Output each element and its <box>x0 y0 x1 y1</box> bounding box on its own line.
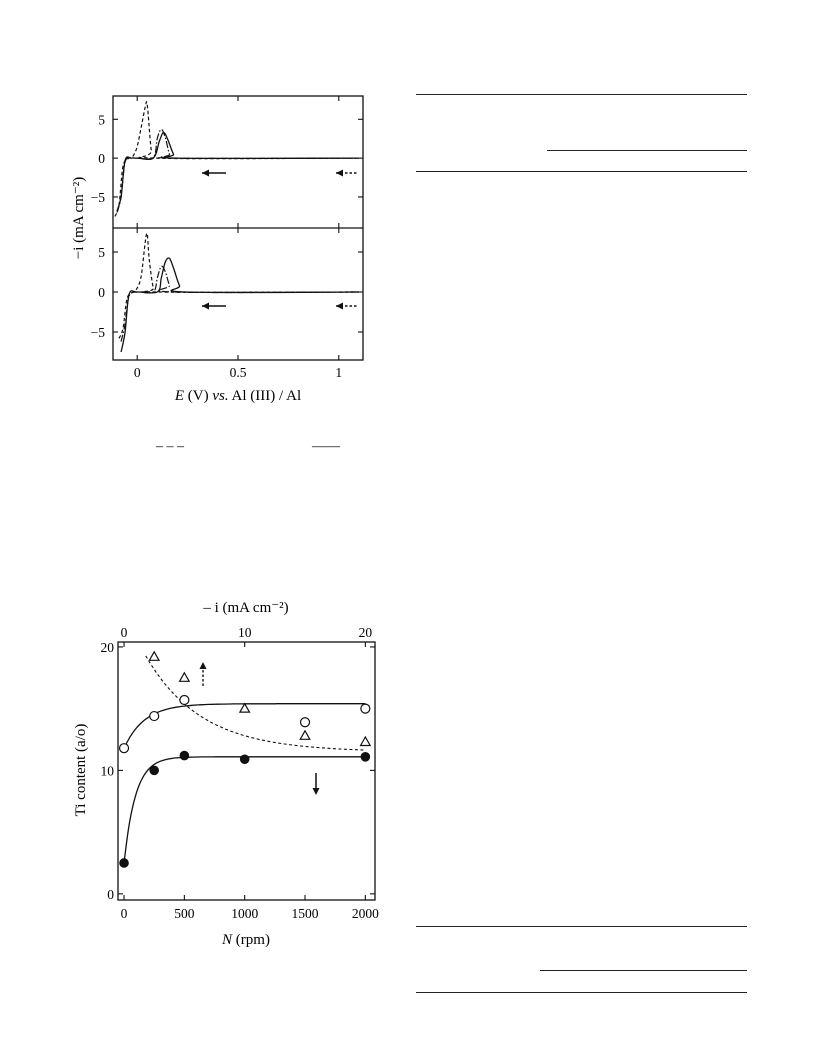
cv-y-tick-label: 5 <box>98 112 105 127</box>
table1-top-rule <box>416 94 747 95</box>
table2-header-bottom-rule <box>416 992 747 993</box>
cv-curve-dashed <box>114 101 360 217</box>
ti-point-open-triangle <box>148 650 161 661</box>
cv-y-tick-label: 0 <box>98 285 105 300</box>
cv-curve-dash-dot <box>116 128 360 213</box>
cv-curve-solid <box>120 257 360 353</box>
ti-top-tick-label: 10 <box>238 625 252 640</box>
cv-lower-panel: 5 0 −5 0 0.5 1 <box>91 228 363 380</box>
ti-point-open-circle <box>149 710 160 722</box>
cv-arrow-dashed-upper <box>336 169 358 177</box>
ti-point-filled-circle <box>119 858 129 868</box>
ti-point-open-circle <box>179 694 190 706</box>
ti-arrow-down-solid <box>312 773 320 795</box>
ti-x-tick-label: 2000 <box>352 906 379 921</box>
cv-x-axis-label: E (V) vs. Al (III) / Al <box>174 388 301 404</box>
ti-point-open-triangle <box>178 671 191 682</box>
cv-arrow-dashed-lower <box>336 302 358 310</box>
table2-header-subrule <box>540 970 747 971</box>
ti-point-filled-circle <box>360 752 371 762</box>
ti-x-tick-label: 500 <box>174 906 195 921</box>
table1-header-subrule <box>547 150 747 151</box>
ti-point-open-triangle <box>359 735 372 747</box>
table1-header-bottom-rule <box>416 171 747 172</box>
ti-fit-triangle-dashed <box>145 655 366 751</box>
ti-frame <box>117 641 376 901</box>
ti-x-axis-label: N (rpm) <box>221 932 270 948</box>
legend-solid-line-symbol: —— <box>311 439 341 454</box>
cv-x-tick-label: 0 <box>134 365 141 380</box>
cv-x-tick-label: 0.5 <box>230 365 247 380</box>
ti-x-tick-label: 0 <box>121 906 128 921</box>
cv-arrow-solid-upper <box>202 169 226 177</box>
ti-top-tick-label: 0 <box>121 625 128 640</box>
cv-y-tick-label: −5 <box>91 325 106 340</box>
ti-point-open-circle <box>360 703 371 714</box>
cv-y-tick-label: 5 <box>98 245 105 260</box>
cv-upper-panel: 5 0 −5 <box>91 96 363 228</box>
ti-top-axis-label: – i (mA cm⁻²) <box>202 600 288 616</box>
ti-x-tick-label: 1500 <box>292 906 319 921</box>
ti-y-axis-label: Ti content (a/o) <box>73 724 89 817</box>
ti-y-tick-label: 20 <box>101 640 115 655</box>
cv-arrow-solid-lower <box>202 302 226 310</box>
ti-arrow-up-dashed <box>199 662 207 686</box>
cv-y-axis-label: −i (mA cm⁻²) <box>71 177 87 260</box>
cv-x-tick-label: 1 <box>335 365 342 380</box>
ti-x-tick-label: 1000 <box>231 906 258 921</box>
ti-point-open-triangle <box>238 702 251 713</box>
ti-point-filled-circle <box>179 750 190 761</box>
table2-top-rule <box>416 926 747 927</box>
ti-plot-area: 0 500 1000 1500 2000 0 10 20 20 10 0 <box>101 625 380 921</box>
cv-curve-dash-dot <box>120 265 360 342</box>
cv-y-tick-label: 0 <box>98 151 105 166</box>
ti-fit-filled <box>123 756 366 864</box>
ti-point-filled-circle <box>149 765 159 776</box>
ti-point-open-triangle <box>299 729 311 740</box>
legend-dashed-line-symbol: – – – <box>155 439 185 454</box>
ti-top-tick-label: 20 <box>359 625 373 640</box>
cv-curve-dashed <box>118 232 360 339</box>
ti-point-open-circle <box>118 743 130 754</box>
ti-point-filled-circle <box>239 754 250 765</box>
cv-y-tick-label: −5 <box>91 190 106 205</box>
ti-y-tick-label: 0 <box>107 887 114 902</box>
ti-y-tick-label: 10 <box>101 763 115 778</box>
figure-ti-content-vs-rotation: 0 500 1000 1500 2000 0 10 20 20 10 0 – i (mA cm⁻²)… <box>73 600 379 948</box>
ti-point-open-circle <box>299 717 311 728</box>
figure-cyclic-voltammograms: 5 0 −5 5 0 −5 0 0.5 1 −i (mA cm⁻²) E (V) vs. Al… <box>71 95 364 454</box>
cv-curve-solid <box>116 131 360 212</box>
